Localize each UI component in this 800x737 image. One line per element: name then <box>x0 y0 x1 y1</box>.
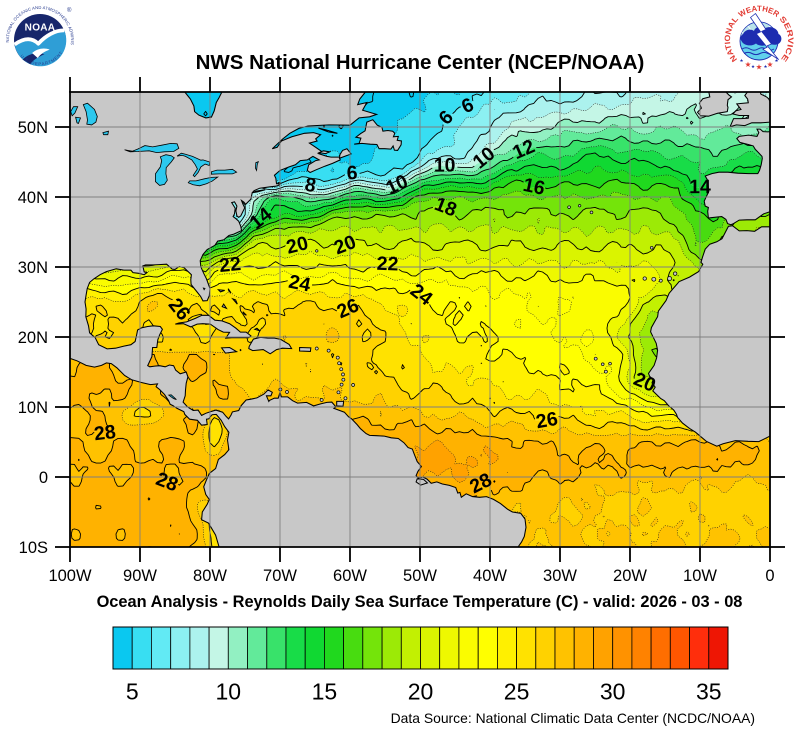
svg-text:★: ★ <box>756 63 763 72</box>
svg-text:40N: 40N <box>18 189 48 207</box>
svg-text:35: 35 <box>696 679 722 705</box>
svg-text:14: 14 <box>689 176 711 198</box>
svg-text:Data Source: National Climatic: Data Source: National Climatic Data Cent… <box>391 710 755 726</box>
svg-text:10S: 10S <box>19 539 48 557</box>
svg-text:Ocean Analysis - Reynolds Dail: Ocean Analysis - Reynolds Daily Sea Surf… <box>97 593 743 611</box>
svg-text:25: 25 <box>504 679 530 705</box>
svg-text:26: 26 <box>534 408 559 434</box>
svg-text:30W: 30W <box>543 567 577 585</box>
svg-text:®: ® <box>67 7 72 14</box>
svg-text:60W: 60W <box>333 567 367 585</box>
svg-text:0: 0 <box>765 567 774 585</box>
svg-text:NWS National Hurricane Center: NWS National Hurricane Center (NCEP/NOAA… <box>196 51 645 74</box>
svg-text:★: ★ <box>767 60 774 69</box>
svg-text:★: ★ <box>739 58 744 63</box>
svg-text:10: 10 <box>216 679 242 705</box>
svg-text:40W: 40W <box>473 567 507 585</box>
svg-text:50N: 50N <box>18 119 48 137</box>
svg-text:10W: 10W <box>683 567 717 585</box>
svg-text:★: ★ <box>751 64 756 69</box>
svg-text:22: 22 <box>218 253 242 277</box>
svg-text:90W: 90W <box>123 567 157 585</box>
svg-text:10N: 10N <box>18 399 48 417</box>
svg-text:20N: 20N <box>18 329 48 347</box>
svg-text:10: 10 <box>434 154 456 176</box>
svg-text:WEATHER: WEATHER <box>737 4 781 19</box>
svg-text:80W: 80W <box>193 567 227 585</box>
svg-text:★: ★ <box>745 60 752 69</box>
svg-text:15: 15 <box>312 679 338 705</box>
svg-text:70W: 70W <box>263 567 297 585</box>
svg-text:6: 6 <box>346 162 358 184</box>
svg-text:22: 22 <box>376 253 399 276</box>
svg-text:8: 8 <box>303 174 318 198</box>
svg-text:50W: 50W <box>403 567 437 585</box>
svg-text:24: 24 <box>287 271 313 297</box>
svg-text:30: 30 <box>600 679 626 705</box>
svg-text:20: 20 <box>284 232 310 259</box>
svg-text:NOAA: NOAA <box>25 23 56 34</box>
svg-text:20W: 20W <box>613 567 647 585</box>
svg-text:20: 20 <box>408 679 434 705</box>
svg-text:30N: 30N <box>18 259 48 277</box>
svg-text:5: 5 <box>126 679 139 705</box>
svg-text:28: 28 <box>93 421 117 445</box>
svg-text:0: 0 <box>39 469 48 487</box>
svg-text:★: ★ <box>763 64 768 69</box>
svg-text:100W: 100W <box>48 567 92 585</box>
svg-text:★: ★ <box>774 58 779 63</box>
svg-text:16: 16 <box>521 174 547 200</box>
